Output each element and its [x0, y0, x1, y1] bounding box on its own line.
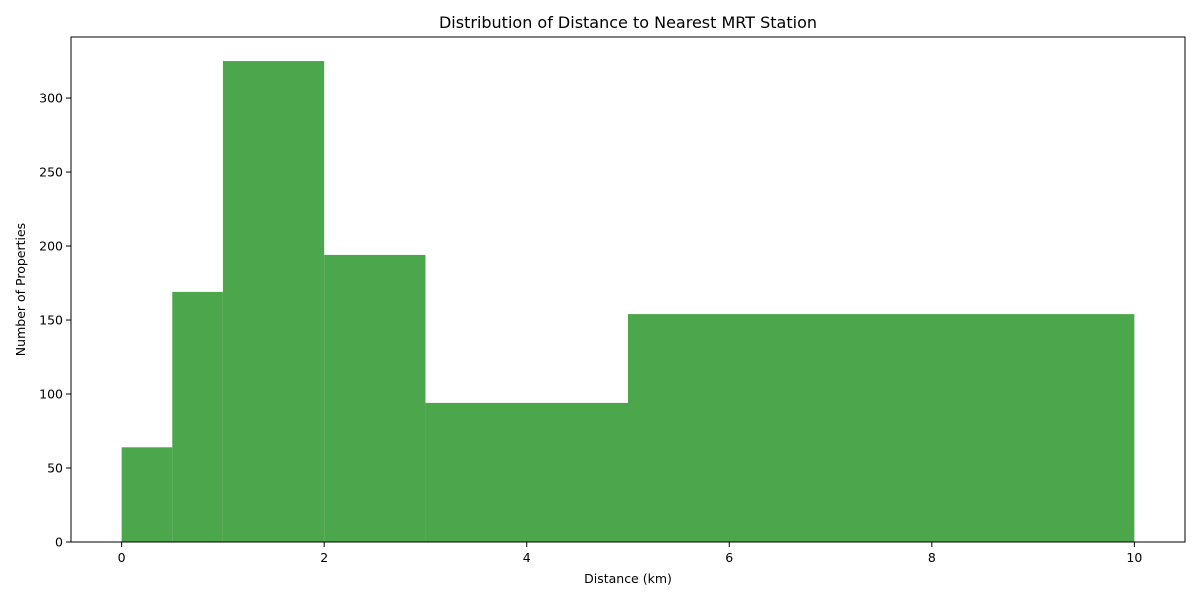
y-tick-label: 50: [47, 461, 63, 476]
y-tick-label: 250: [39, 165, 63, 180]
x-axis-label: Distance (km): [584, 571, 672, 586]
plot-frame: [70, 36, 1186, 543]
histogram-bar-2: [222, 61, 325, 543]
y-tick-label: 300: [39, 91, 63, 106]
chart-title: Distribution of Distance to Nearest MRT …: [439, 13, 817, 32]
bars-layer: [121, 61, 1135, 543]
y-tick-label: 150: [39, 313, 63, 328]
x-tick-label: 2: [320, 550, 328, 565]
x-tick-label: 10: [1126, 550, 1142, 565]
y-axis-ticks: 0 50 100 150 200 250 300: [39, 91, 71, 550]
histogram-bar-4: [425, 402, 628, 542]
histogram-bar-1: [172, 291, 223, 542]
x-tick-label: 8: [928, 550, 936, 565]
y-tick-label: 0: [55, 535, 63, 550]
x-tick-label: 4: [523, 550, 531, 565]
histogram-bar-5: [628, 314, 1135, 542]
x-tick-label: 0: [118, 550, 126, 565]
x-tick-label: 6: [725, 550, 733, 565]
histogram-bar-3: [324, 254, 426, 542]
y-tick-label: 200: [39, 239, 63, 254]
y-tick-label: 100: [39, 387, 63, 402]
histogram-bar-0: [121, 447, 173, 542]
y-axis-label: Number of Properties: [13, 223, 28, 356]
x-axis-ticks: 0 2 4 6 8 10: [118, 542, 1142, 565]
